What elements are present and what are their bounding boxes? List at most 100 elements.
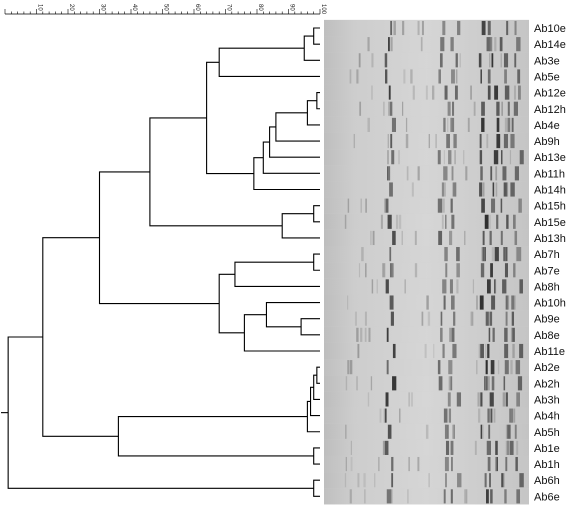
scale-tick-label: 60 xyxy=(194,4,200,11)
gel-band xyxy=(453,133,457,149)
gel-band-faint xyxy=(356,69,358,84)
gel-band xyxy=(486,279,491,294)
gel-band xyxy=(441,182,445,197)
gel-band xyxy=(496,133,501,149)
gel-band xyxy=(506,20,509,36)
gel-band xyxy=(385,392,389,407)
sample-label: Ab3e xyxy=(534,55,560,67)
gel-band xyxy=(484,214,489,229)
gel-band xyxy=(451,69,455,84)
gel-band xyxy=(511,408,514,423)
gel-band xyxy=(438,230,443,246)
gel-band xyxy=(392,230,396,246)
gel-band xyxy=(448,360,453,375)
gel-band-faint xyxy=(507,440,510,455)
gel-band-faint xyxy=(398,150,400,165)
gel-band xyxy=(516,489,521,504)
dendrogram-tree xyxy=(1,27,320,497)
gel-band-faint xyxy=(490,37,493,52)
sample-label: Ab7h xyxy=(534,249,560,261)
gel-band xyxy=(479,133,482,149)
gel-band-faint xyxy=(371,85,373,100)
scale-tick-label: 90 xyxy=(289,4,295,11)
gel-band xyxy=(479,182,483,197)
gel-band-faint xyxy=(449,230,453,246)
gel-band xyxy=(443,489,446,504)
gel-band-faint xyxy=(424,343,427,359)
gel-band xyxy=(384,53,388,68)
gel-band xyxy=(504,489,507,504)
sample-label: Ab13h xyxy=(534,233,566,245)
gel-lane xyxy=(324,488,529,505)
gel-band xyxy=(504,327,508,342)
gel-band-faint xyxy=(481,247,484,262)
gel-band-faint xyxy=(470,85,472,100)
gel-band xyxy=(496,117,500,132)
gel-lane xyxy=(324,19,529,37)
gel-band xyxy=(389,101,393,116)
gel-band xyxy=(384,408,387,423)
gel-band xyxy=(446,133,450,149)
gel-band xyxy=(392,376,397,391)
gel-band-faint xyxy=(372,230,375,246)
dendrogram-branch xyxy=(303,35,320,61)
gel-band-faint xyxy=(349,360,353,375)
gel-band-faint xyxy=(390,37,393,52)
sample-label: Ab1e xyxy=(534,443,560,455)
gel-band xyxy=(480,263,485,278)
gel-band-faint xyxy=(360,198,362,213)
gel-band-faint xyxy=(476,295,478,310)
gel-band-faint xyxy=(398,214,402,229)
dendrogram-branch xyxy=(234,261,320,287)
gel-band-faint xyxy=(344,473,347,488)
gel-band xyxy=(438,376,443,391)
scale-tick-label: 30 xyxy=(100,4,106,11)
gel-band-faint xyxy=(495,456,497,472)
dendrogram-branch xyxy=(310,386,320,417)
gel-band-faint xyxy=(402,20,405,36)
gel-band xyxy=(484,473,487,488)
gel-band-faint xyxy=(452,424,455,439)
gel-lane xyxy=(324,310,529,327)
sample-label: Ab7e xyxy=(534,265,560,277)
gel-band xyxy=(392,343,396,359)
gel-band xyxy=(519,343,524,359)
dendrogram-branch xyxy=(313,479,320,497)
gel-band xyxy=(502,166,507,181)
gel-band xyxy=(504,343,509,359)
gel-band-faint xyxy=(395,214,399,229)
gel-band xyxy=(507,117,511,132)
gel-band xyxy=(443,166,448,181)
gel-band xyxy=(504,360,509,375)
gel-band xyxy=(481,20,486,36)
scale-tick-label: 20 xyxy=(68,4,74,11)
gel-band xyxy=(515,456,518,472)
gel-band xyxy=(481,101,485,116)
gel-band-faint xyxy=(350,440,352,455)
gel-band-faint xyxy=(514,295,516,310)
sample-label: Ab9h xyxy=(534,136,560,148)
gel-band xyxy=(491,295,496,310)
gel-band-faint xyxy=(454,182,457,197)
gel-band-faint xyxy=(357,473,360,488)
sample-label: Ab10e xyxy=(534,23,566,35)
gel-lane xyxy=(324,68,529,85)
gel-band xyxy=(503,133,508,149)
gel-band-faint xyxy=(493,408,496,423)
gel-lane xyxy=(324,36,529,53)
gel-band xyxy=(510,133,515,149)
gel-band-faint xyxy=(380,214,383,229)
gel-band xyxy=(516,247,522,262)
gel-band-faint xyxy=(427,311,431,326)
gel-band xyxy=(480,69,482,84)
dendrogram-branch xyxy=(265,302,320,328)
gel-band-faint xyxy=(497,360,500,375)
gel-band-faint xyxy=(495,182,498,197)
gel-band-faint xyxy=(433,343,435,359)
gel-band xyxy=(389,295,394,310)
gel-band-faint xyxy=(393,20,396,36)
gel-band xyxy=(487,343,490,359)
gel-band xyxy=(501,473,504,488)
gel-band xyxy=(384,440,389,455)
dendrogram-branch xyxy=(275,112,320,142)
